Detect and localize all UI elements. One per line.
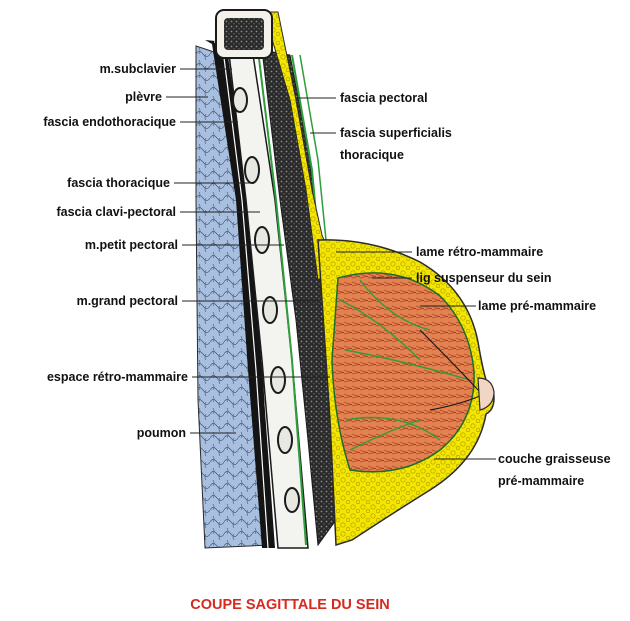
- label-plevre: plèvre: [125, 90, 162, 104]
- leader-lines-left: [166, 68, 330, 434]
- label-fascia-superficialis: fascia superficialis: [340, 126, 452, 140]
- label-m-grand-pectoral: m.grand pectoral: [77, 294, 178, 308]
- label-thoracique: thoracique: [340, 148, 404, 162]
- clavicle: [215, 9, 273, 59]
- label-poumon: poumon: [137, 426, 186, 440]
- thoracic-wall: [227, 44, 309, 549]
- label-fascia-clavi-pectoral: fascia clavi-pectoral: [56, 205, 176, 219]
- label-espace-retro-mammaire: espace rétro-mammaire: [47, 370, 188, 384]
- label-lame-pre-mammaire: lame pré-mammaire: [478, 299, 596, 313]
- label-m-petit-pectoral: m.petit pectoral: [85, 238, 178, 252]
- leader-lines-right: [296, 97, 496, 460]
- label-pre-mammaire: pré-mammaire: [498, 474, 584, 488]
- label-couche-graisseuse: couche graisseuse: [498, 452, 611, 466]
- label-m-subclavier: m.subclavier: [100, 62, 177, 76]
- label-fascia-endothoracique: fascia endothoracique: [43, 115, 176, 129]
- nipple: [477, 377, 495, 411]
- left-labels: m.subclavier plèvre fascia endothoraciqu…: [43, 62, 188, 440]
- label-lame-retro-mammaire: lame rétro-mammaire: [416, 245, 543, 259]
- label-lig-suspenseur: lig suspenseur du sein: [416, 271, 551, 285]
- label-fascia-pectoral: fascia pectoral: [340, 91, 428, 105]
- diagram-caption: COUPE SAGITTALE DU SEIN: [190, 597, 390, 613]
- label-fascia-thoracique: fascia thoracique: [67, 176, 170, 190]
- right-labels: fascia pectoral fascia superficialis tho…: [340, 91, 611, 488]
- breast-body: [317, 239, 495, 547]
